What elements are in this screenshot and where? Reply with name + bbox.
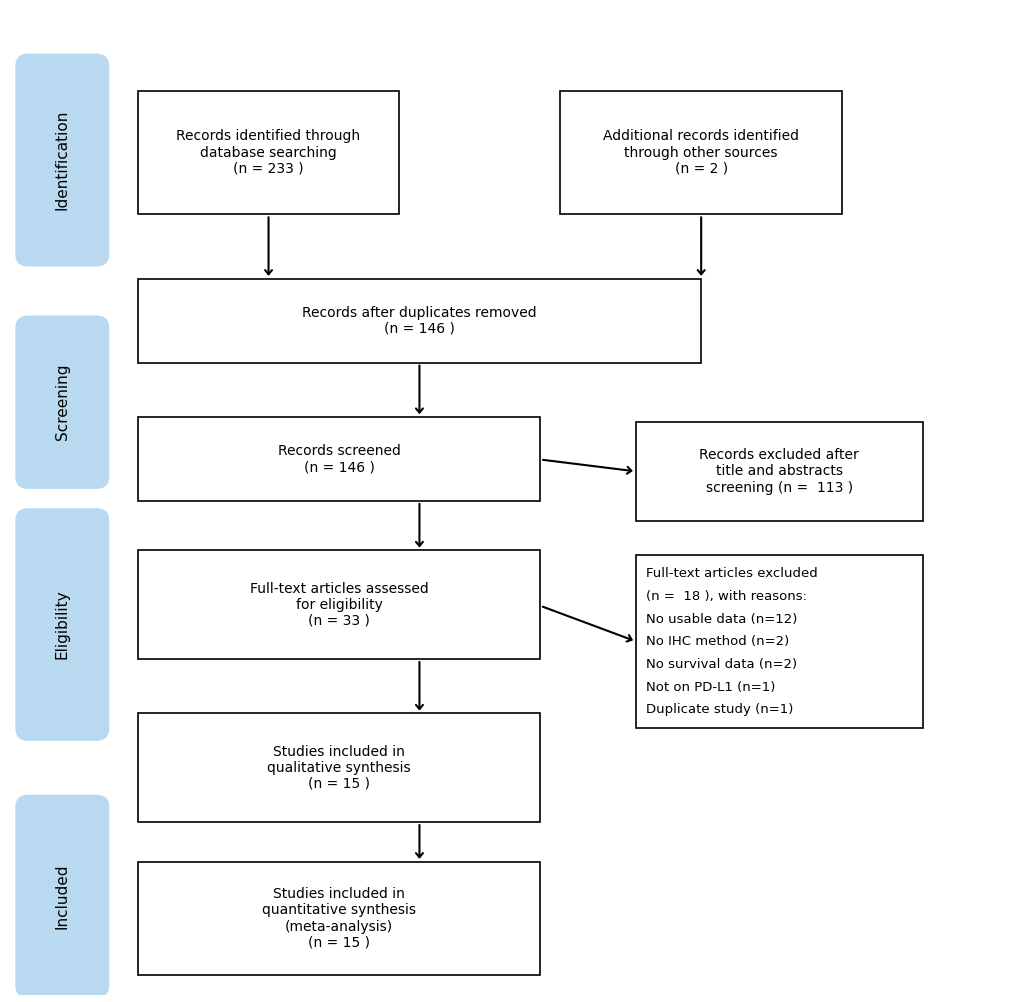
Text: Not on PD-L1 (n=1): Not on PD-L1 (n=1) [645, 680, 774, 693]
Bar [138, 862, 540, 975]
Text: (n =  18 ), with reasons:: (n = 18 ), with reasons: [645, 590, 806, 603]
Bar [635, 422, 921, 521]
Text: Screening: Screening [55, 364, 69, 441]
Bar [559, 91, 842, 214]
Text: Studies included in
quantitative synthesis
(meta-analysis)
(n = 15 ): Studies included in quantitative synthes… [262, 887, 416, 950]
Text: No IHC method (n=2): No IHC method (n=2) [645, 635, 789, 648]
Text: Eligibility: Eligibility [55, 590, 69, 659]
Text: Records after duplicates removed
(n = 146 ): Records after duplicates removed (n = 14… [302, 306, 536, 336]
Bar [138, 417, 540, 501]
Text: Records identified through
database searching
(n = 233 ): Records identified through database sear… [176, 129, 361, 176]
Text: Included: Included [55, 864, 69, 929]
FancyBboxPatch shape [16, 54, 108, 266]
Text: Full-text articles excluded: Full-text articles excluded [645, 567, 817, 580]
FancyBboxPatch shape [16, 317, 108, 488]
FancyBboxPatch shape [16, 796, 108, 997]
Text: No usable data (n=12): No usable data (n=12) [645, 612, 797, 625]
Text: Additional records identified
through other sources
(n = 2 ): Additional records identified through ot… [602, 129, 798, 176]
Bar [138, 713, 540, 822]
Bar [138, 550, 540, 659]
Bar [138, 91, 398, 214]
Text: No survival data (n=2): No survival data (n=2) [645, 658, 796, 671]
Text: Identification: Identification [55, 110, 69, 210]
Bar [635, 555, 921, 728]
Text: Records excluded after
title and abstracts
screening (n =  113 ): Records excluded after title and abstrac… [699, 448, 858, 495]
Text: Studies included in
qualitative synthesis
(n = 15 ): Studies included in qualitative synthesi… [267, 744, 411, 791]
Text: Duplicate study (n=1): Duplicate study (n=1) [645, 703, 793, 716]
FancyBboxPatch shape [16, 509, 108, 740]
Text: Records screened
(n = 146 ): Records screened (n = 146 ) [277, 444, 400, 474]
Text: Full-text articles assessed
for eligibility
(n = 33 ): Full-text articles assessed for eligibil… [250, 581, 428, 628]
Bar [138, 279, 700, 363]
